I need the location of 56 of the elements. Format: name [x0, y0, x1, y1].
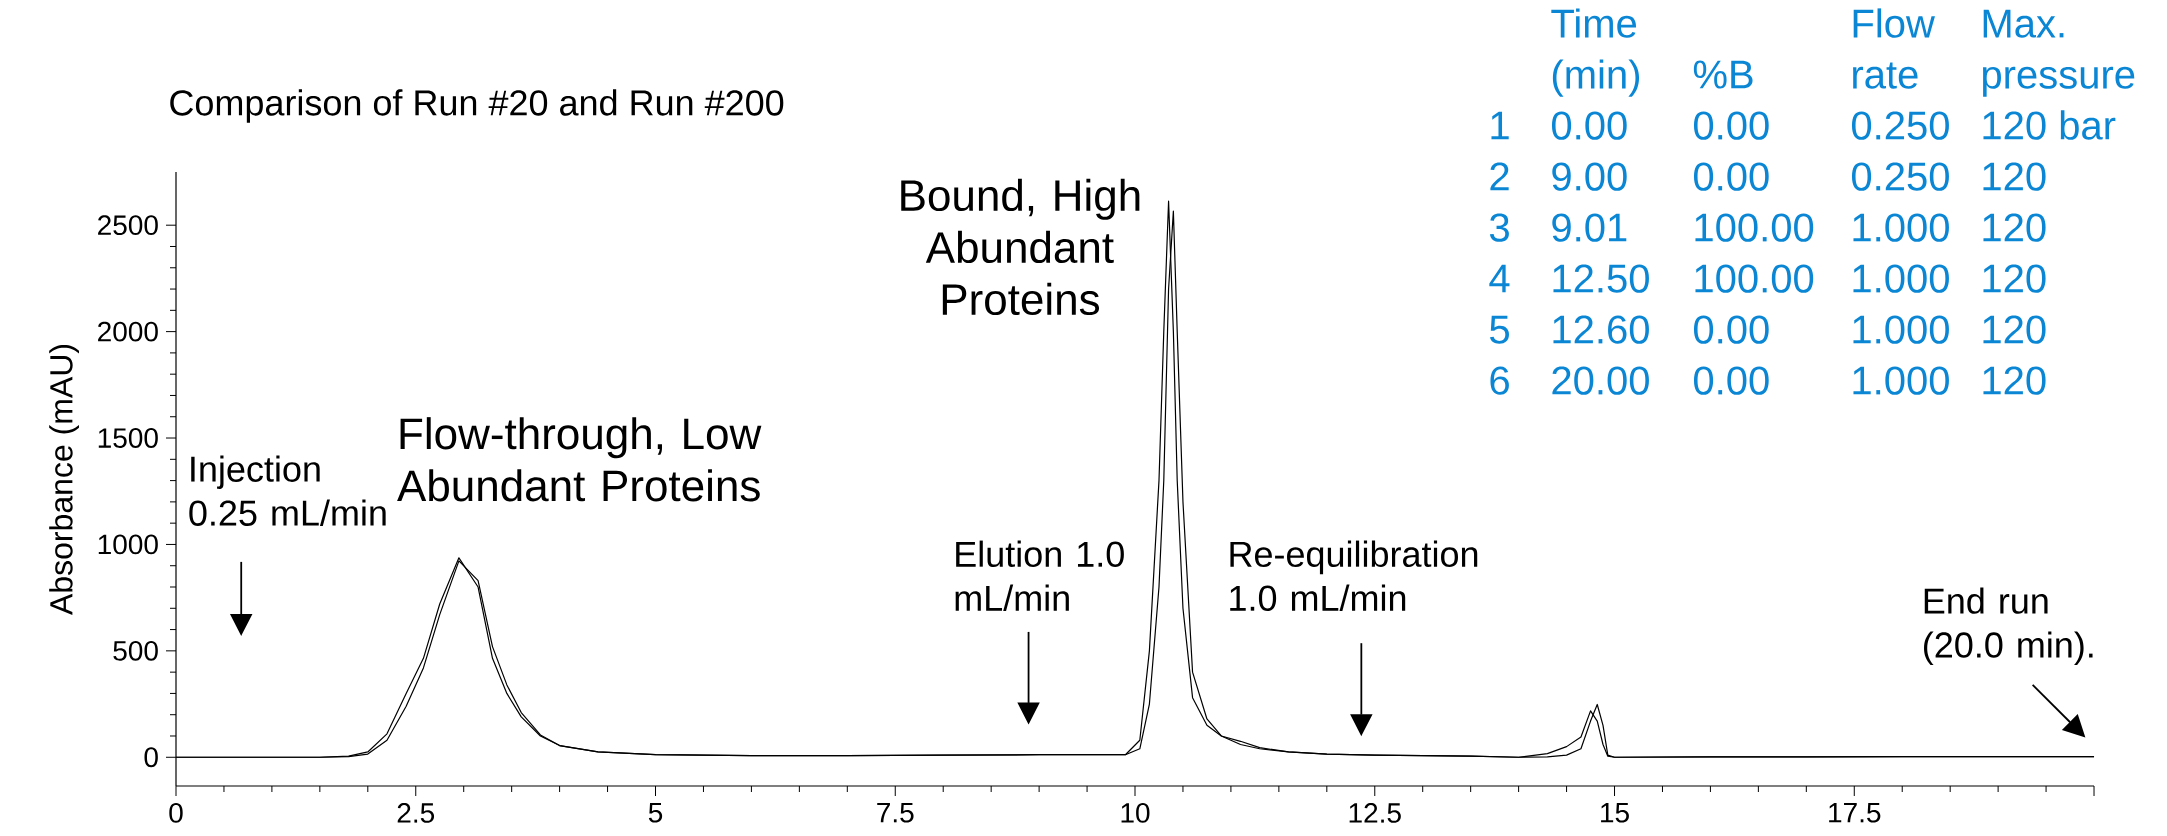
annotation: 9.01	[1552, 213, 1627, 242]
y-tick-label: 0	[144, 747, 158, 768]
text: 1	[1491, 111, 1509, 140]
annotation: End run (20.0 min).	[1924, 587, 2093, 665]
annotation: 3	[1489, 213, 1509, 242]
text: Flow rate	[1853, 8, 1935, 89]
annotation: 120	[1983, 315, 2046, 344]
annotation: 120	[1983, 162, 2046, 191]
text: 0.00	[1693, 111, 1769, 140]
y-tick-label: 500	[113, 640, 158, 661]
annotation: Elution 1.0 mL/min	[955, 540, 1124, 612]
annotation: 120	[1983, 366, 2046, 395]
annotation: 12.60	[1553, 315, 1649, 344]
x-tick-label: 7.5	[877, 803, 914, 823]
text: 0.00	[1551, 111, 1627, 140]
annotation: 1.000	[1853, 213, 1949, 242]
annotation: 1.000	[1853, 366, 1949, 395]
annotation: 20.00	[1552, 366, 1649, 395]
x-tick-label: 5	[648, 803, 663, 823]
y-tick-label: 1500	[98, 428, 158, 448]
x-tick-label: 12.5	[1349, 803, 1401, 823]
annotation: 120	[1983, 213, 2046, 242]
text: Max. pressure	[1983, 9, 2135, 97]
annotation: 0.00	[1693, 366, 1769, 395]
annotation: Re-equilibration 1.0 mL/min	[1230, 540, 1478, 612]
annotation: Flow-through, Low Abundant Proteins	[397, 417, 762, 502]
y-tick-label: 1000	[98, 534, 158, 555]
y-axis-title: Absorbance (mAU)	[49, 344, 79, 615]
y-tick-label: 2000	[98, 321, 158, 342]
annotation: 0.00	[1693, 162, 1769, 191]
annotation: 2	[1490, 162, 1509, 191]
annotation: 1.000	[1853, 264, 1949, 293]
x-tick-label: 17.5	[1829, 803, 1881, 823]
annotation: 100.00	[1695, 264, 1814, 293]
text: Time (min)	[1551, 8, 1640, 97]
x-tick-label: 0	[169, 803, 183, 823]
y-tick-label: 2500	[98, 215, 158, 236]
annotation: Bound, High Abundant Proteins	[901, 178, 1140, 316]
chart-title: Comparison of Run #20 and Run #200	[170, 89, 784, 123]
text: 0.250	[1851, 111, 1949, 140]
annotation: 0.250	[1851, 162, 1949, 191]
text: 120 bar	[1983, 110, 2116, 140]
x-tick-label: 10	[1121, 803, 1150, 823]
annotation: 4	[1489, 264, 1510, 293]
annotation: 12.50	[1553, 264, 1649, 293]
annotation: 100.00	[1695, 213, 1814, 242]
annotation: 1.000	[1853, 315, 1949, 344]
x-tick-label: 15	[1601, 803, 1629, 823]
x-tick-label: 2.5	[397, 803, 435, 823]
text: %B	[1693, 60, 1753, 89]
annotation: Injection 0.25 mL/min	[189, 455, 386, 526]
annotation: 9.00	[1552, 162, 1627, 191]
annotation: 5	[1490, 315, 1509, 344]
annotation: 120	[1983, 264, 2046, 293]
annotation: 6	[1490, 366, 1509, 395]
annotation: 0.00	[1693, 315, 1769, 344]
